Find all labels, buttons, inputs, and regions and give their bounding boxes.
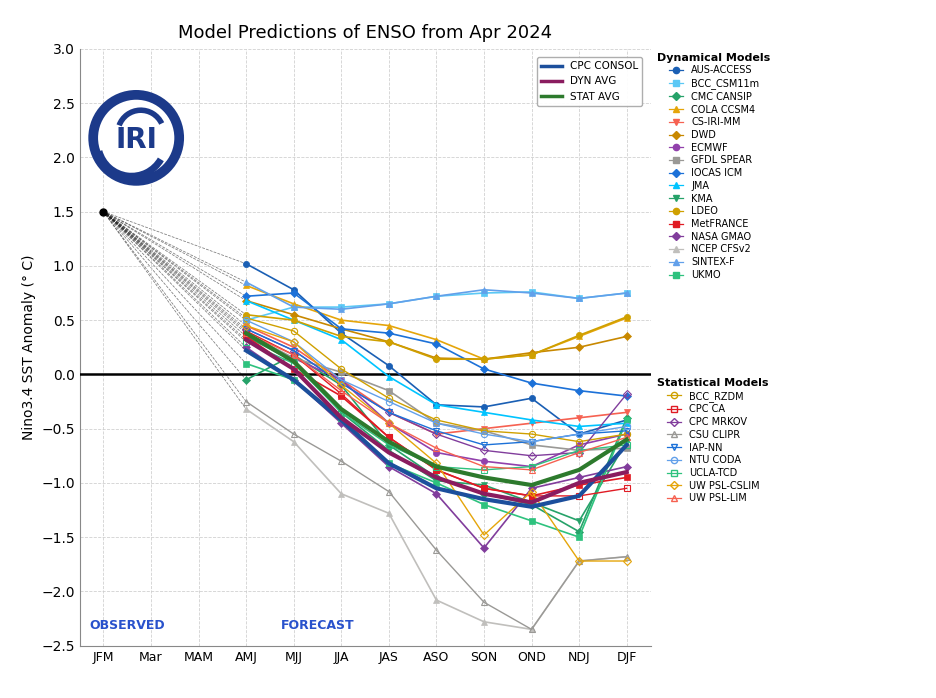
Legend: BCC_RZDM, CPC CA, CPC MRKOV, CSU CLIPR, IAP-NN, NTU CODA, UCLA-TCD, UW PSL-CSLIM: BCC_RZDM, CPC CA, CPC MRKOV, CSU CLIPR, …: [653, 374, 772, 507]
Circle shape: [92, 94, 181, 182]
Y-axis label: Nino3.4 SST Anomaly (° C): Nino3.4 SST Anomaly (° C): [22, 255, 36, 440]
Text: IRI: IRI: [115, 126, 157, 154]
Text: OBSERVED: OBSERVED: [89, 619, 165, 632]
Text: FORECAST: FORECAST: [281, 619, 354, 632]
Title: Model Predictions of ENSO from Apr 2024: Model Predictions of ENSO from Apr 2024: [178, 24, 552, 42]
